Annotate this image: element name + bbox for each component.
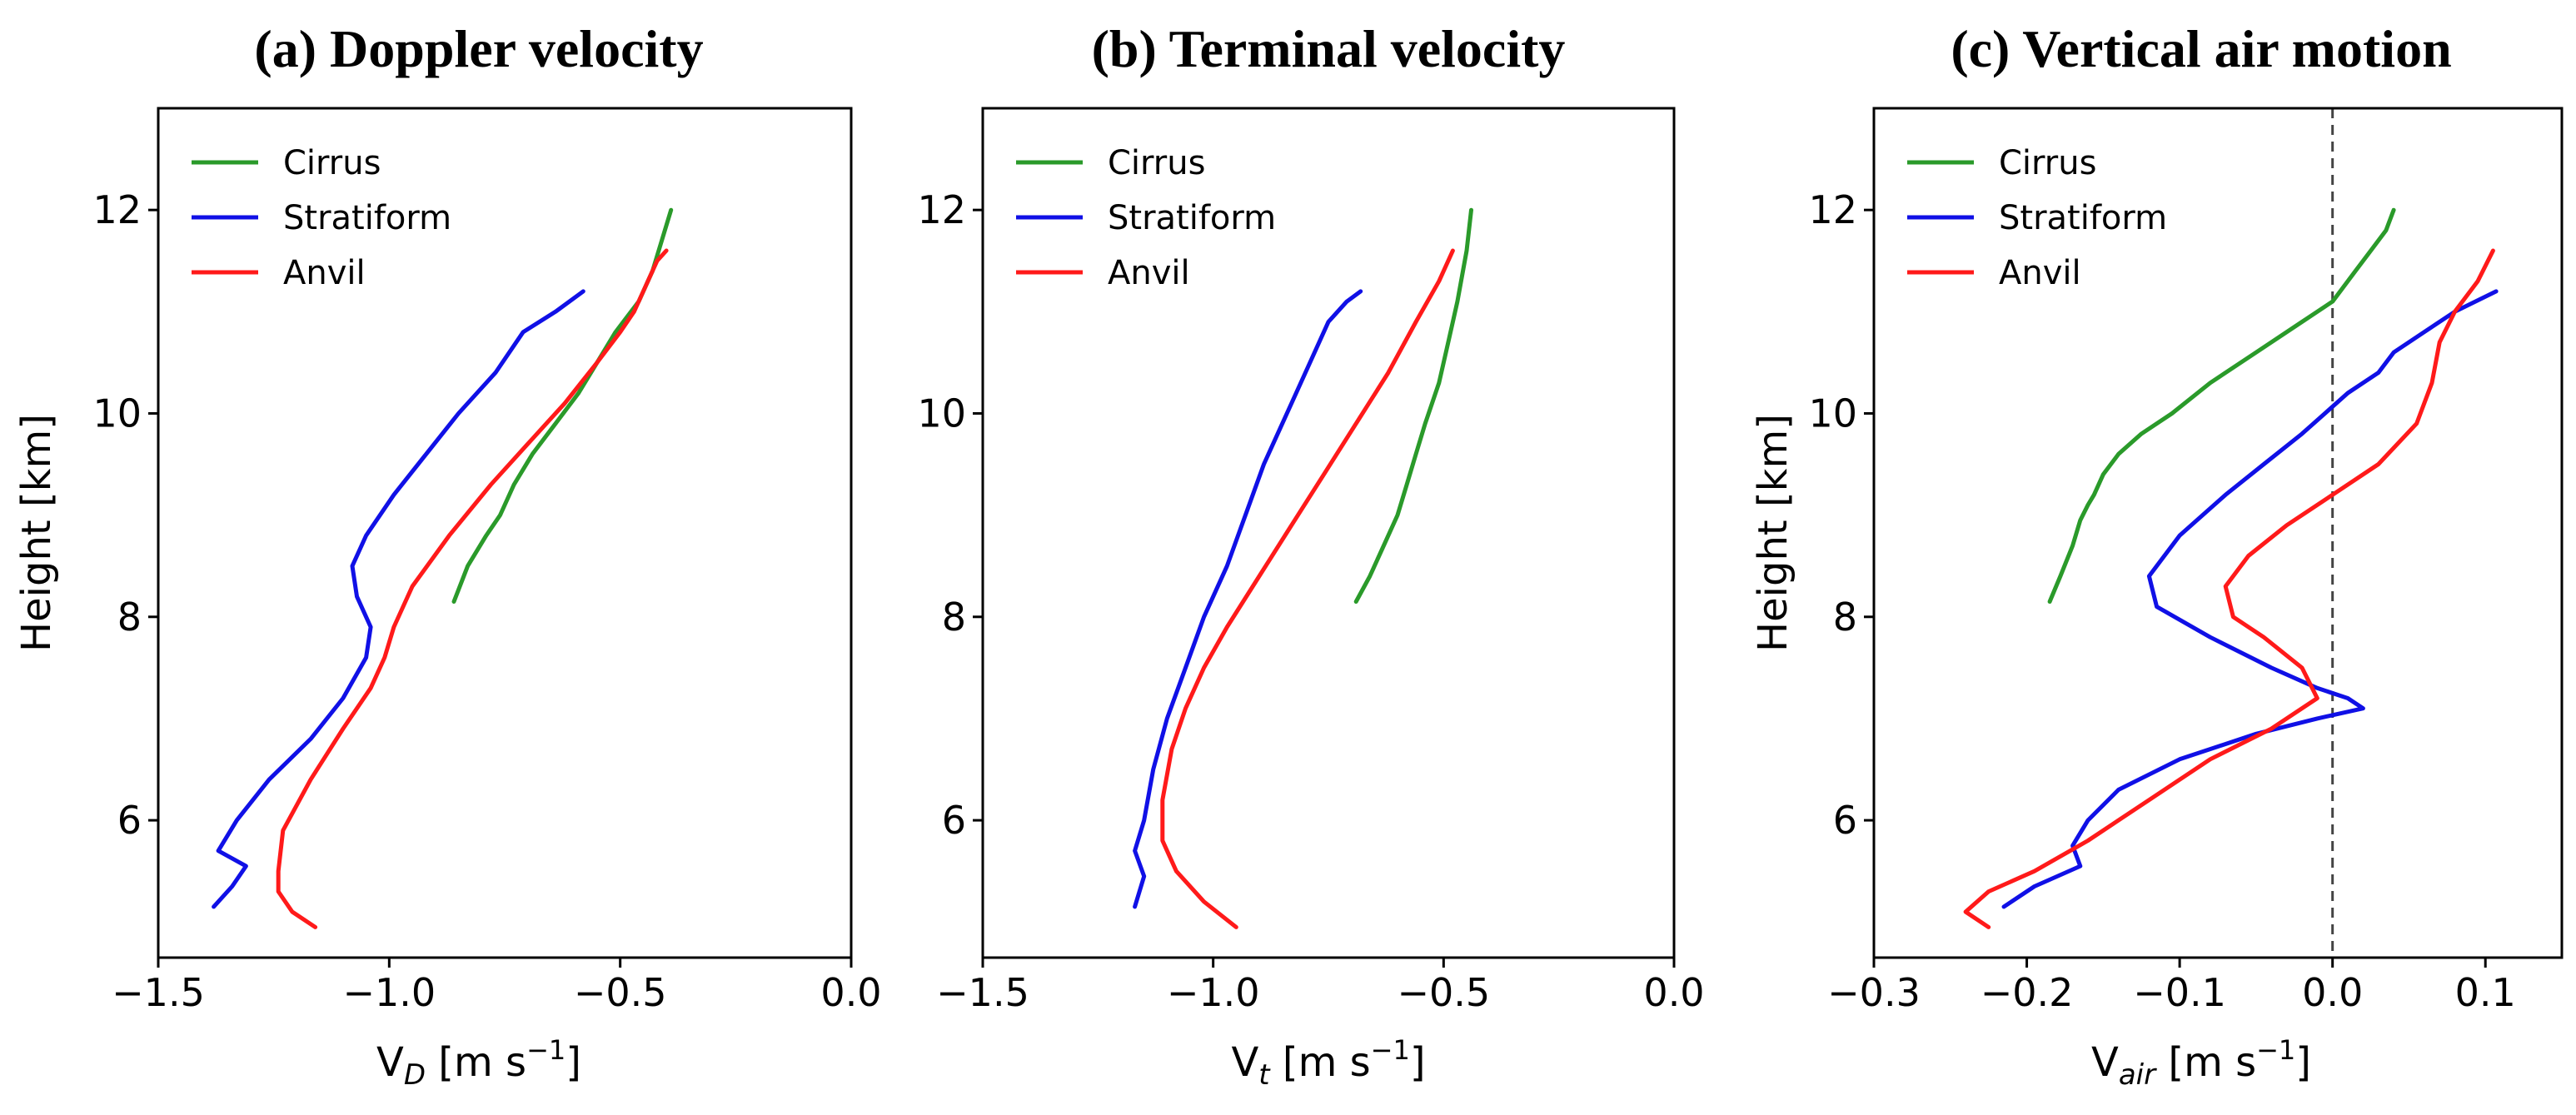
x-axis-label: Vair [m s−1] xyxy=(2091,1034,2311,1092)
y-tick-label: 12 xyxy=(1808,187,1857,232)
y-tick-label: 10 xyxy=(92,391,142,436)
axes-frame xyxy=(981,107,1676,959)
x-tick-label: −1.5 xyxy=(936,970,1029,1015)
y-axis-label: Height [km] xyxy=(13,414,60,652)
panel-doppler-velocity: (a) Doppler velocity Height [km] VD [m s… xyxy=(13,19,882,1092)
series-line-stratiform xyxy=(1133,289,1363,909)
x-tick-label: 0.0 xyxy=(2302,970,2363,1015)
x-tick-label: 0.0 xyxy=(1643,970,1704,1015)
series-line-cirrus xyxy=(1353,207,1473,604)
y-tick-label: 12 xyxy=(92,187,142,232)
panel-vertical-air-motion: (c) Vertical air motion Height [km] Vair… xyxy=(1750,19,2564,1092)
series-line-stratiform xyxy=(212,289,585,909)
panel-title: (b) Terminal velocity xyxy=(1092,19,1566,78)
legend-label-cirrus: Cirrus xyxy=(1999,144,2096,182)
x-tick-label: −1.0 xyxy=(342,970,436,1015)
x-tick-label: −0.5 xyxy=(574,970,667,1015)
series-line-anvil xyxy=(1160,248,1455,929)
axes-frame xyxy=(157,107,853,959)
y-tick-label: 8 xyxy=(117,595,142,640)
y-tick-label: 6 xyxy=(117,798,142,843)
y-tick-label: 6 xyxy=(942,798,966,843)
y-tick-label: 12 xyxy=(917,187,966,232)
x-tick-label: −0.1 xyxy=(2133,970,2226,1015)
x-tick-label: −1.0 xyxy=(1167,970,1260,1015)
legend-label-stratiform: Stratiform xyxy=(283,199,451,237)
x-tick-label: 0.1 xyxy=(2455,970,2516,1015)
series-line-anvil xyxy=(1963,248,2495,929)
x-axis-label: VD [m s−1] xyxy=(376,1034,581,1092)
legend-label-anvil: Anvil xyxy=(1108,254,1190,292)
legend-label-cirrus: Cirrus xyxy=(1108,144,1205,182)
panel-title: (c) Vertical air motion xyxy=(1951,19,2451,78)
series-line-stratiform xyxy=(2001,289,2499,909)
y-tick-label: 10 xyxy=(917,391,966,436)
x-tick-label: −1.5 xyxy=(112,970,205,1015)
plot-area: −1.5 −1.0 −0.5 0.0 6 8 10 12 Cirrus Stratiform Anv… xyxy=(917,107,1705,1015)
legend-label-stratiform: Stratiform xyxy=(1108,199,1276,237)
axes-frame xyxy=(1872,107,2564,959)
x-axis-label: Vt [m s−1] xyxy=(1231,1034,1425,1092)
y-tick-label: 10 xyxy=(1808,391,1857,436)
x-tick-label: −0.2 xyxy=(1981,970,2074,1015)
plot-area: −0.3 −0.2 −0.1 0.0 0.1 6 8 10 12 Cirrus Stratiform… xyxy=(1808,107,2564,1015)
legend-label-stratiform: Stratiform xyxy=(1999,199,2167,237)
series-line-cirrus xyxy=(2047,207,2396,604)
x-tick-label: −0.3 xyxy=(1827,970,1921,1015)
series-line-anvil xyxy=(276,248,669,929)
y-tick-label: 8 xyxy=(942,595,966,640)
y-axis-label: Height [km] xyxy=(1750,414,1796,652)
panel-title: (a) Doppler velocity xyxy=(254,19,703,78)
legend-label-anvil: Anvil xyxy=(283,254,366,292)
x-tick-label: 0.0 xyxy=(820,970,881,1015)
legend-label-anvil: Anvil xyxy=(1999,254,2081,292)
plot-area: −1.5 −1.0 −0.5 0.0 6 8 10 12 Cirrus Stratiform Anv… xyxy=(92,107,882,1015)
panel-terminal-velocity: (b) Terminal velocity Vt [m s−1] −1.5 −1.… xyxy=(917,19,1704,1092)
legend-label-cirrus: Cirrus xyxy=(283,144,381,182)
y-tick-label: 6 xyxy=(1833,798,1857,843)
y-tick-label: 8 xyxy=(1833,595,1857,640)
x-tick-label: −0.5 xyxy=(1397,970,1490,1015)
